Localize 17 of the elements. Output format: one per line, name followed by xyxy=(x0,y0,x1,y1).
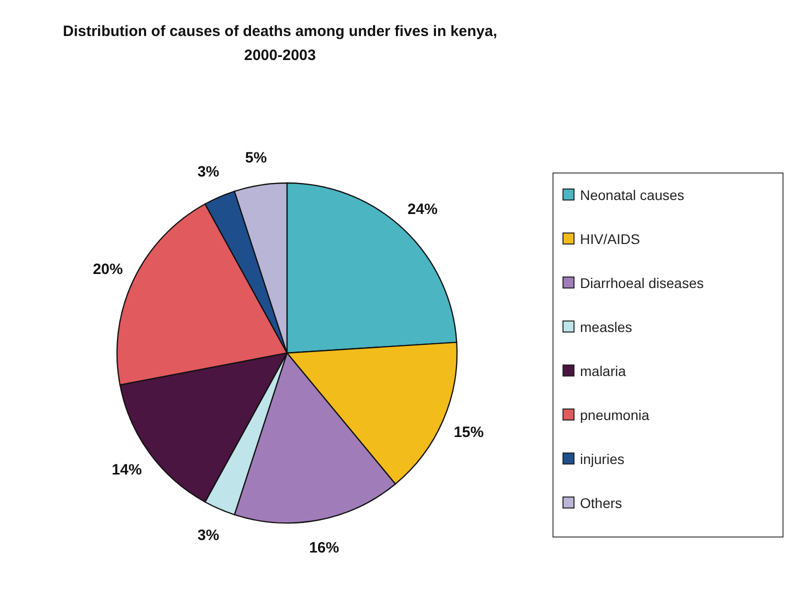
legend-label: Others xyxy=(580,494,622,511)
legend-label: injuries xyxy=(580,450,624,467)
data-label: 3% xyxy=(198,164,220,181)
data-label: 16% xyxy=(309,540,340,557)
legend-label: malaria xyxy=(580,362,626,379)
data-label: 3% xyxy=(198,526,220,544)
data-label: 14% xyxy=(112,462,142,479)
legend-label: Diarrhoeal diseases xyxy=(580,274,704,291)
legend-label: Neonatal causes xyxy=(580,186,684,203)
legend-label: HIV/AIDS xyxy=(580,230,640,247)
data-label: 20% xyxy=(92,260,123,278)
data-label: 15% xyxy=(454,424,484,441)
chart-title: Distribution of causes of deaths among under fives in kenya, 2000-2003 xyxy=(62,23,498,64)
legend-label: pneumonia xyxy=(580,406,650,423)
data-label: 24% xyxy=(408,200,438,218)
data-label: 5% xyxy=(245,150,267,167)
legend-label: measles xyxy=(580,318,632,335)
